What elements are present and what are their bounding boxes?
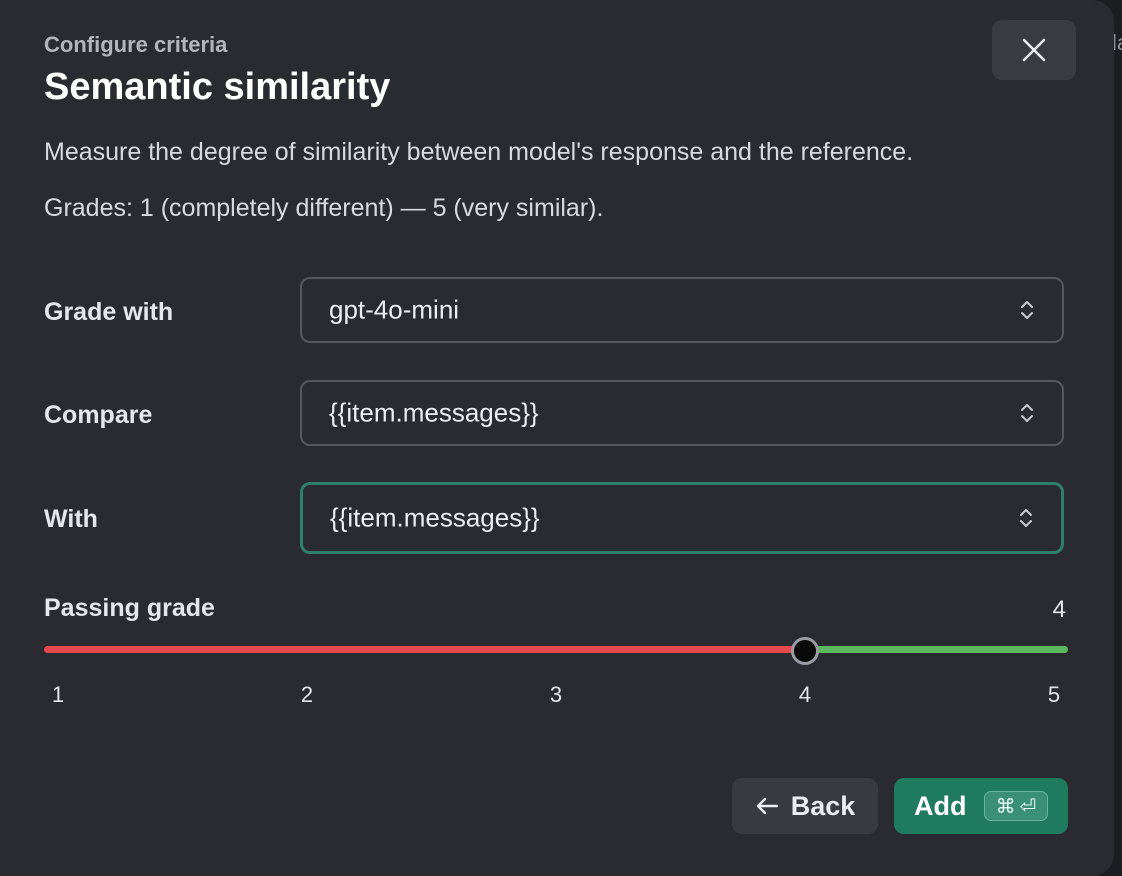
add-button-label: Add: [914, 790, 967, 821]
with-select[interactable]: {{item.messages}}: [300, 482, 1064, 554]
slider-track-pass: [805, 646, 1068, 653]
compare-select[interactable]: {{item.messages}}: [300, 380, 1064, 446]
grade-with-label: Grade with: [44, 298, 174, 326]
slider-track-fail: [44, 646, 805, 653]
passing-grade-label: Passing grade: [44, 594, 215, 622]
slider-tick-label: 1: [51, 682, 65, 707]
enter-icon: ⏎: [1019, 794, 1037, 818]
dialog-eyebrow: Configure criteria: [44, 32, 228, 57]
chevron-up-down-icon: [1021, 404, 1033, 422]
background-page-text: la: [1112, 30, 1122, 55]
grade-with-value: gpt-4o-mini: [329, 294, 460, 325]
back-button-label: Back: [790, 790, 856, 821]
dialog-title: Semantic similarity: [44, 66, 391, 108]
with-label: With: [44, 505, 98, 533]
close-button[interactable]: [992, 20, 1076, 80]
command-icon: ⌘: [995, 794, 1016, 818]
compare-label: Compare: [44, 401, 153, 429]
slider-tick-label: 2: [300, 682, 314, 707]
add-button[interactable]: Add ⌘ ⏎: [894, 778, 1068, 834]
with-value: {{item.messages}}: [330, 502, 540, 533]
grades-note: Grades: 1 (completely different) — 5 (ve…: [44, 194, 604, 222]
close-icon: [1022, 38, 1046, 62]
passing-grade-value: 4: [1052, 596, 1066, 623]
compare-value: {{item.messages}}: [329, 397, 539, 428]
arrow-left-icon: [756, 797, 778, 815]
back-button[interactable]: Back: [732, 778, 878, 834]
dialog-description: Measure the degree of similarity between…: [44, 138, 914, 166]
grade-with-select[interactable]: gpt-4o-mini: [300, 277, 1064, 343]
chevron-up-down-icon: [1020, 509, 1032, 527]
slider-tick-label: 3: [549, 682, 563, 707]
chevron-up-down-icon: [1021, 301, 1033, 319]
slider-tick-label: 5: [1047, 682, 1061, 707]
slider-thumb[interactable]: [791, 637, 819, 665]
passing-grade-slider[interactable]: [44, 636, 1068, 665]
slider-tick-label: 4: [798, 682, 812, 707]
keyboard-shortcut-hint: ⌘ ⏎: [984, 791, 1048, 821]
